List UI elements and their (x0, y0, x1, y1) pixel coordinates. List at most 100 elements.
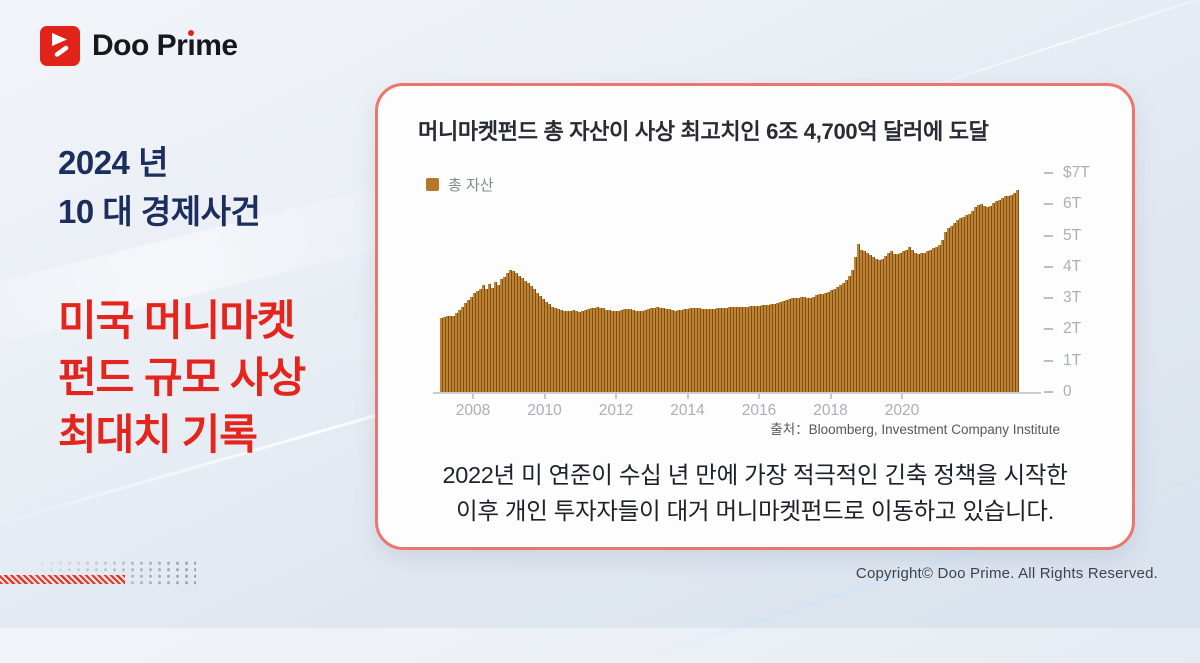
bar (1016, 190, 1019, 392)
y-axis-labels: $7T 6T 5T 4T 3T 2T 1T 0 (1044, 164, 1114, 400)
bar (752, 306, 755, 392)
bar (677, 310, 680, 392)
bar (473, 293, 476, 392)
bar (572, 310, 575, 392)
y-tick-label: 0 (1063, 383, 1072, 400)
bar (914, 252, 917, 392)
logo-text-part: me (195, 29, 238, 62)
bar (986, 207, 989, 392)
bar (905, 249, 908, 392)
bar (971, 211, 974, 392)
y-tick: 3T (1044, 289, 1081, 307)
bar (449, 315, 452, 392)
logo-wordmark: Doo Prıme (92, 29, 238, 63)
bar (689, 308, 692, 392)
y-tick-dash (1044, 234, 1053, 237)
bar (809, 298, 812, 392)
bar (845, 280, 848, 392)
subtitle-line-1: 2024 년 (58, 144, 168, 181)
bar (974, 207, 977, 392)
y-tick: 5T (1044, 227, 1081, 245)
bar (707, 309, 710, 392)
bar (935, 246, 938, 392)
bar (569, 310, 572, 392)
bar (866, 252, 869, 392)
bar (926, 251, 929, 392)
bar (932, 248, 935, 392)
bar (806, 297, 809, 392)
bar (734, 306, 737, 392)
y-tick: 2T (1044, 320, 1081, 338)
bar (725, 307, 728, 392)
x-tick-mark (901, 394, 903, 399)
bar (764, 305, 767, 392)
bar (674, 310, 677, 392)
bar (698, 308, 701, 392)
bar (662, 308, 665, 392)
bar (656, 306, 659, 392)
bar (896, 253, 899, 392)
bar (446, 316, 449, 392)
bar (587, 309, 590, 392)
x-axis-ticks: 2008 2010 2012 2014 2016 2018 2020 (440, 392, 1019, 426)
subtitle-line-2: 10 대 경제사건 (58, 193, 261, 230)
bar (821, 293, 824, 392)
bar (989, 205, 992, 392)
bar (533, 289, 536, 392)
bar (512, 271, 515, 392)
bar (941, 240, 944, 392)
x-axis-line (433, 392, 1041, 394)
x-tick-label: 2020 (884, 402, 920, 419)
y-tick: 6T (1044, 195, 1081, 213)
bar (788, 299, 791, 392)
bar (497, 284, 500, 392)
bar (500, 279, 503, 392)
bar (719, 308, 722, 392)
caption-line-1: 2022년 미 연준이 수십 년 만에 가장 적극적인 긴축 정책을 시작한 (442, 462, 1068, 488)
bar (491, 287, 494, 392)
bar (947, 227, 950, 392)
bar (620, 310, 623, 392)
bar (890, 251, 893, 392)
bar (503, 276, 506, 392)
bar (701, 308, 704, 392)
bar (494, 281, 497, 392)
bar (740, 306, 743, 392)
bar (629, 309, 632, 392)
bar (908, 246, 911, 392)
bar (671, 310, 674, 392)
x-tick-label: 2014 (670, 402, 705, 419)
bar (608, 310, 611, 392)
bar (641, 310, 644, 392)
bar (881, 259, 884, 392)
bar (440, 317, 443, 392)
bar (839, 285, 842, 392)
bar (470, 296, 473, 392)
bar (770, 304, 773, 392)
doo-prime-logo: Doo Prıme (40, 26, 238, 66)
bar (659, 307, 662, 392)
y-tick: 4T (1044, 258, 1081, 276)
bar (584, 310, 587, 392)
x-tick-label: 2016 (741, 402, 777, 419)
bar (812, 296, 815, 392)
bar (506, 273, 509, 392)
bar (683, 309, 686, 392)
bar (944, 232, 947, 392)
bar (692, 308, 695, 392)
bar (893, 253, 896, 392)
bar (1010, 194, 1013, 392)
bar (983, 205, 986, 392)
bar (710, 309, 713, 392)
chart-caption: 2022년 미 연준이 수십 년 만에 가장 적극적인 긴축 정책을 시작한 이… (378, 457, 1132, 529)
bar (482, 285, 485, 392)
bar (485, 289, 488, 392)
bar (575, 311, 578, 392)
bar (461, 306, 464, 392)
x-tick-mark (472, 394, 474, 399)
bar (452, 315, 455, 392)
y-tick-dash (1044, 265, 1053, 268)
bar (593, 307, 596, 392)
bar (959, 218, 962, 392)
page-title: 미국 머니마켓 펀드 규모 사상 최대치 기록 (58, 292, 306, 463)
